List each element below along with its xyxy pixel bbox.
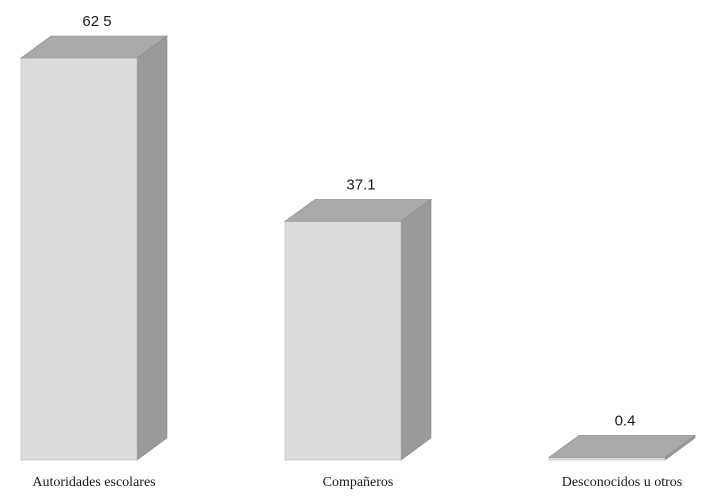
bar-top-face <box>548 435 696 458</box>
value-label-1: 62 5 <box>82 13 111 30</box>
bar-3 <box>548 434 696 461</box>
value-label-2: 37.1 <box>346 176 375 193</box>
bar-1 <box>20 35 168 461</box>
category-labels-group: Autoridades escolares Compañeros Desconoci… <box>32 475 682 490</box>
bar-front-face <box>284 221 402 461</box>
bars-group <box>20 35 696 461</box>
bar-top-face <box>284 199 432 222</box>
bar-top-face <box>20 35 168 59</box>
bar-side-face <box>136 35 168 461</box>
category-label-2: Compañeros <box>323 475 394 490</box>
bar-2 <box>284 198 432 461</box>
value-labels-group: 62 5 37.1 0.4 <box>82 13 635 429</box>
bar-front-face <box>548 457 666 461</box>
category-label-1: Autoridades escolares <box>32 475 155 490</box>
value-label-3: 0.4 <box>615 412 636 429</box>
category-label-3: Desconocidos u otros <box>562 475 683 490</box>
bar-side-face <box>400 198 432 461</box>
bar-front-face <box>20 57 138 461</box>
